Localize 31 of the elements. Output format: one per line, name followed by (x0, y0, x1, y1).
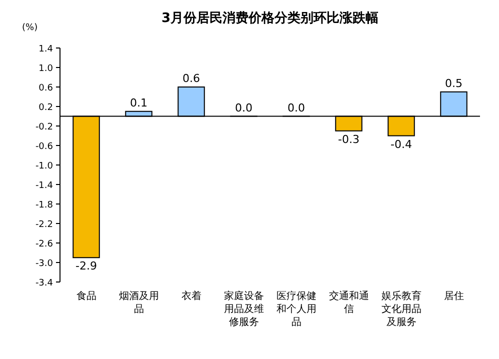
data-label: -0.4 (390, 138, 412, 151)
data-label: 0.0 (235, 101, 252, 114)
y-tick-label: 0.6 (38, 84, 54, 94)
y-tick-label: 1.0 (38, 64, 54, 74)
x-tick-label: 衣着 (181, 290, 202, 302)
y-tick-label: -2.2 (35, 220, 53, 230)
x-tick-label: 食品 (76, 290, 96, 302)
data-label: -2.9 (76, 260, 97, 273)
x-tick-label: 交通和通信 (328, 290, 369, 315)
y-tick-label: -0.6 (35, 142, 54, 152)
y-tick-label: 1.4 (38, 44, 54, 54)
x-tick-label: 娱乐教育文化用品及服务 (381, 290, 422, 328)
x-tick-label: 家庭设备用品及维修服务 (224, 290, 264, 328)
y-tick-label: -1.8 (35, 200, 54, 210)
data-label: -0.3 (338, 132, 360, 146)
x-tick-label: 居住 (444, 291, 464, 302)
data-label: 0.0 (288, 101, 305, 114)
y-tick-label: 0.2 (38, 103, 53, 113)
data-label: 0.5 (445, 76, 462, 90)
x-tick-label: 医疗保健和个人用品 (276, 290, 316, 328)
y-tick-label: -0.2 (35, 122, 53, 132)
y-tick-label: -2.6 (35, 240, 54, 250)
x-tick-label: 烟酒及用品 (118, 290, 159, 315)
data-label: 0.6 (182, 72, 200, 85)
y-tick-label: -1.4 (35, 181, 54, 191)
y-tick-label: -1.0 (35, 162, 54, 172)
y-tick-label: -3.4 (35, 278, 54, 288)
chart-title: 3月份居民消费价格分类别环比涨跌幅 (161, 11, 379, 26)
y-axis-title: (%) (22, 23, 38, 33)
data-label: 0.1 (130, 96, 148, 110)
y-tick-label: -3.0 (35, 259, 54, 269)
